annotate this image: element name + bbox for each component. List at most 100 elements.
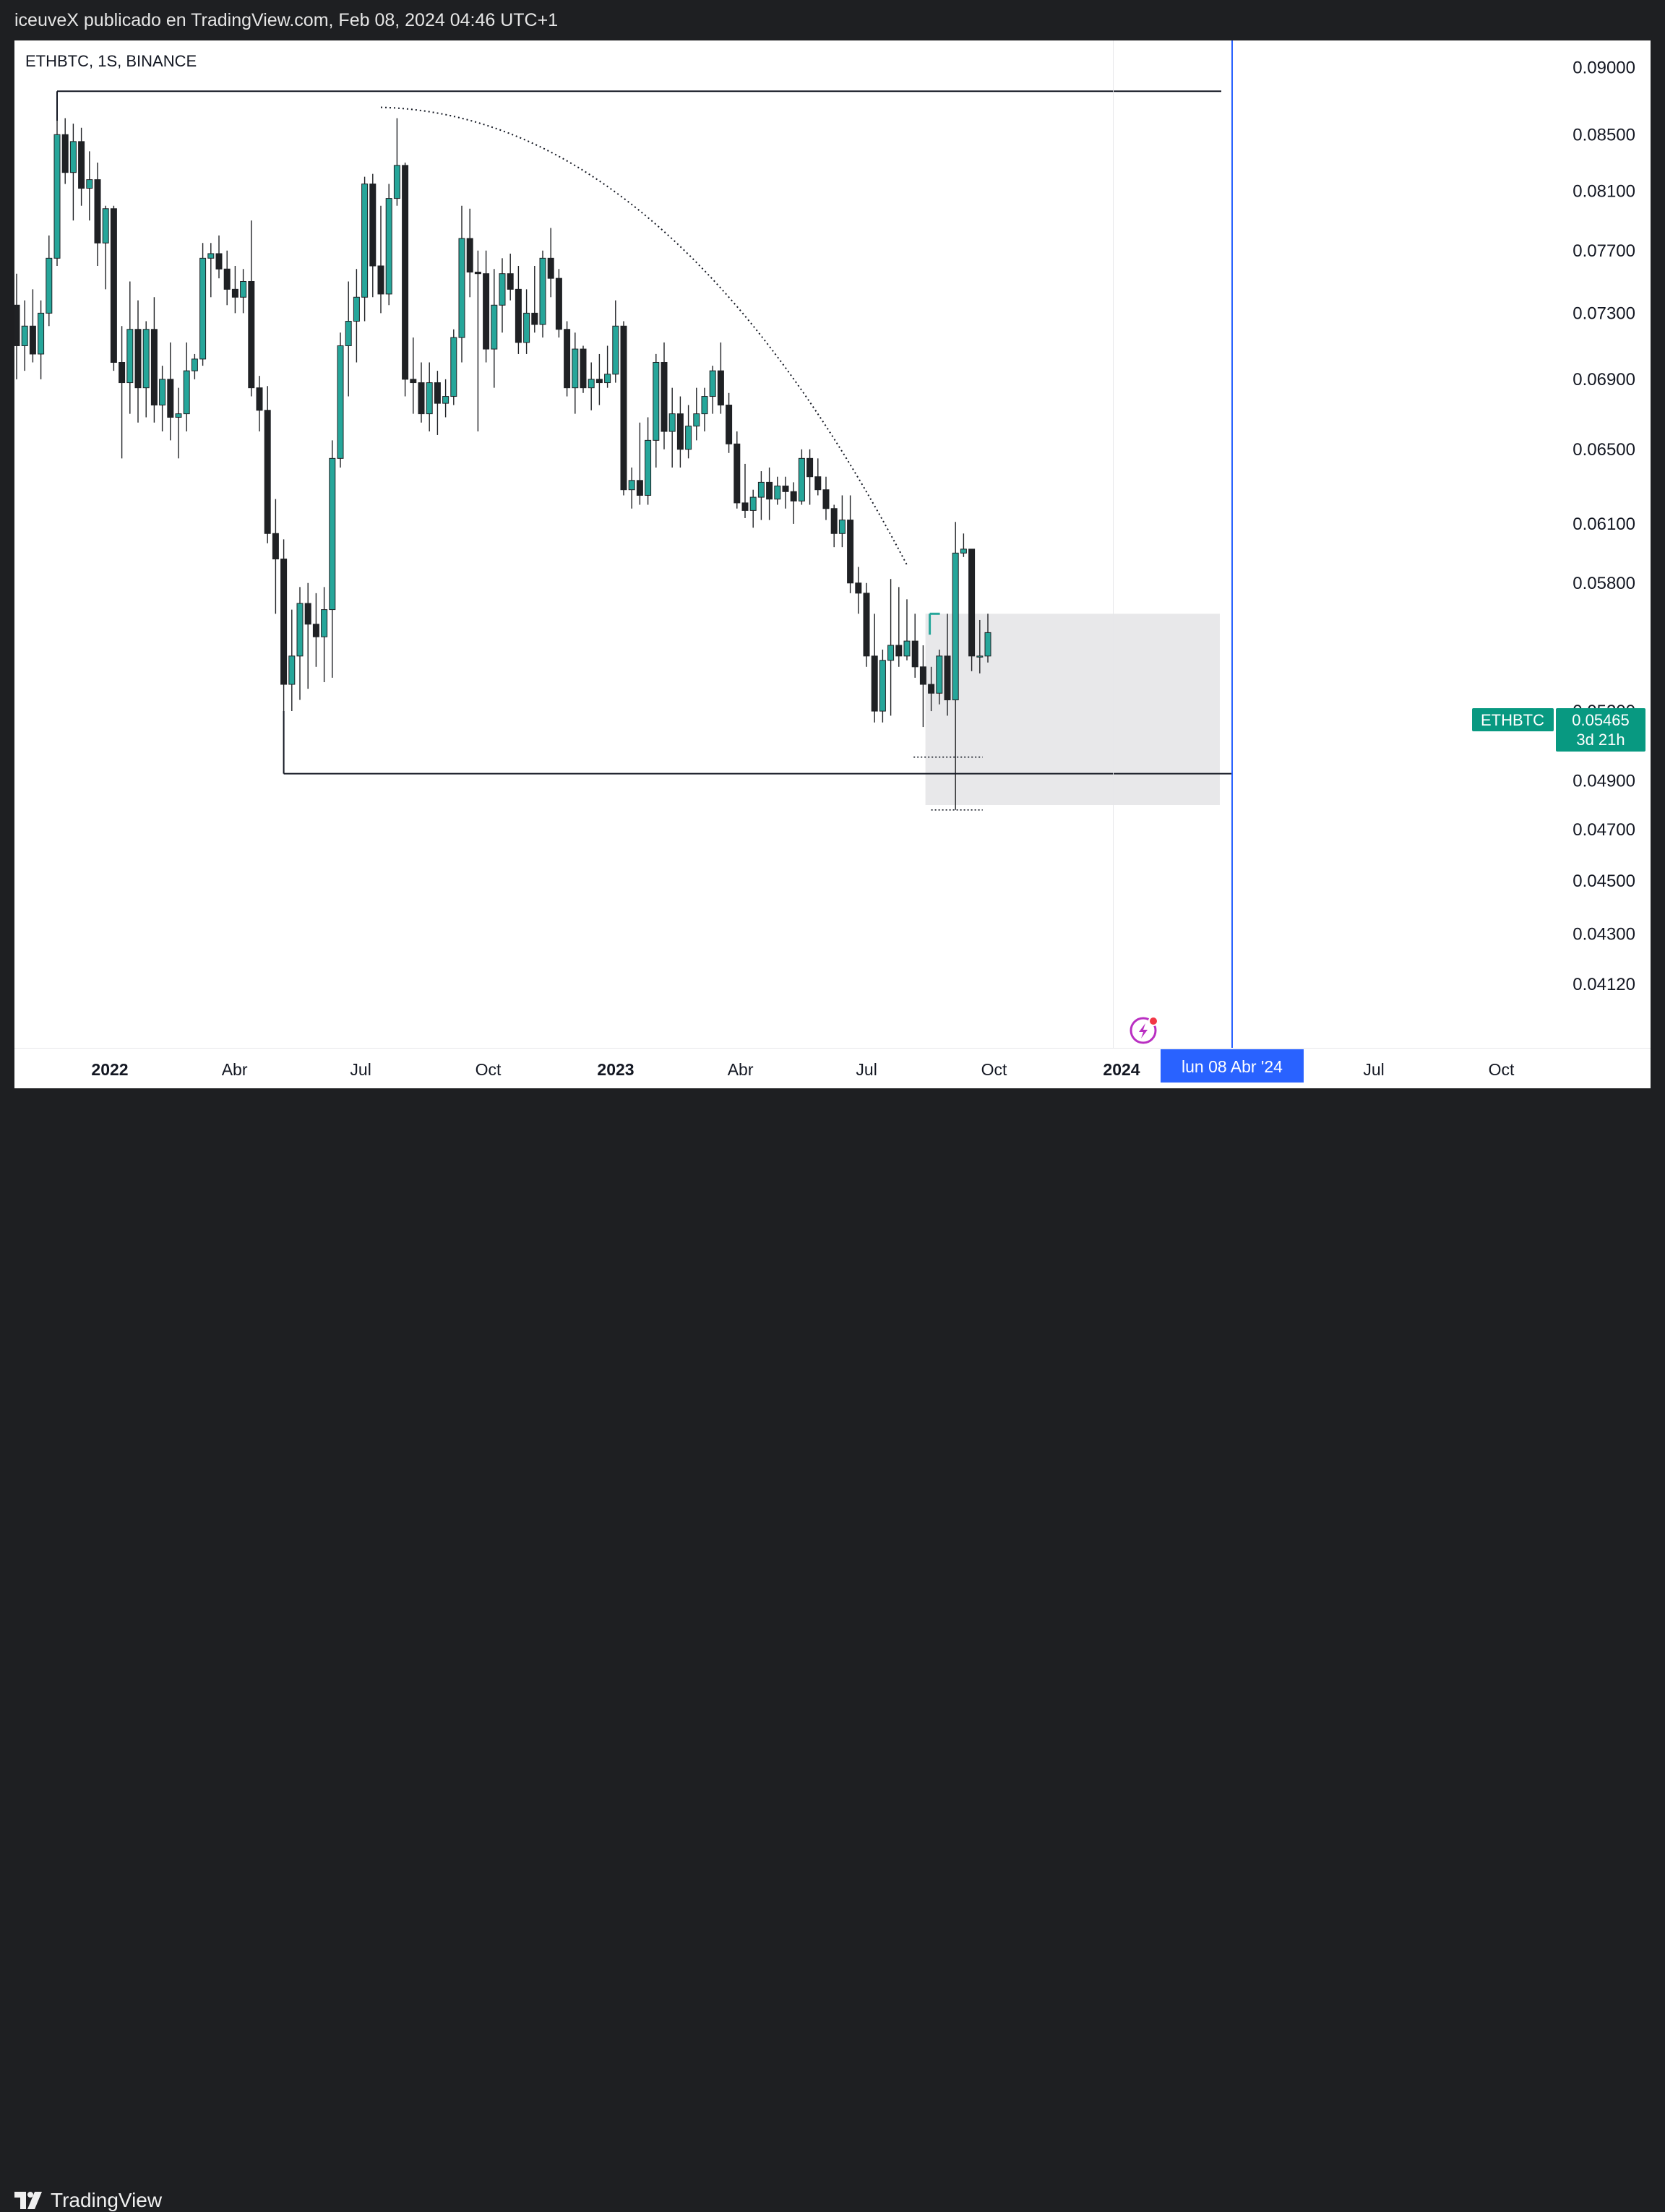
candle-body bbox=[547, 257, 554, 279]
candle bbox=[410, 337, 417, 414]
candle bbox=[515, 265, 522, 354]
candle bbox=[685, 405, 692, 459]
candle bbox=[717, 342, 724, 414]
x-tick-label: Jul bbox=[350, 1060, 371, 1079]
candle-body bbox=[863, 593, 870, 657]
x-axis[interactable]: 2022 Abr Jul Oct 2023 Abr Jul Oct 2024 Jul Oct bbox=[14, 1048, 1651, 1080]
candle bbox=[442, 379, 449, 418]
x-tick-label: 2022 bbox=[91, 1060, 128, 1079]
candle bbox=[604, 345, 611, 388]
candle bbox=[38, 300, 45, 379]
candle bbox=[337, 332, 344, 468]
candle bbox=[928, 666, 935, 712]
candle-body bbox=[483, 273, 490, 350]
candle-body bbox=[782, 486, 789, 492]
candle bbox=[474, 250, 481, 432]
candle bbox=[94, 162, 101, 266]
candle-body bbox=[709, 370, 716, 397]
candle bbox=[29, 289, 36, 363]
candle-body bbox=[183, 370, 190, 415]
chart-title: ETHBTC, 1S, BINANCE bbox=[25, 52, 197, 70]
candle-body bbox=[110, 208, 117, 363]
chart-panel[interactable]: 0.100000.095000.090000.085000.081000.077… bbox=[13, 0, 1651, 1088]
candle bbox=[595, 353, 603, 405]
x-tick-label: Oct bbox=[981, 1060, 1007, 1079]
candle-body bbox=[976, 655, 984, 658]
x-tick-label: Jul bbox=[1363, 1060, 1384, 1079]
candle-body bbox=[847, 520, 854, 584]
candle-body bbox=[499, 273, 506, 306]
candle bbox=[231, 265, 238, 314]
candle-body bbox=[248, 280, 255, 389]
y-tick-label: 0.04300 bbox=[1572, 925, 1635, 944]
crosshair-date-label: lun 08 Abr '24 bbox=[1161, 1049, 1304, 1083]
candle-body bbox=[199, 257, 207, 360]
candle bbox=[952, 522, 959, 810]
x-tick-label: 2024 bbox=[1103, 1060, 1140, 1079]
candle-body bbox=[280, 559, 288, 685]
tradingview-logo[interactable]: TradingView bbox=[14, 2189, 162, 2212]
candle bbox=[572, 332, 579, 414]
candle-body bbox=[426, 382, 433, 415]
y-tick-label: 0.04500 bbox=[1572, 872, 1635, 891]
candle bbox=[491, 269, 498, 388]
candle-body bbox=[418, 382, 425, 415]
flash-icon[interactable] bbox=[1130, 1016, 1158, 1044]
candle bbox=[628, 467, 635, 509]
candle bbox=[919, 645, 926, 728]
candle bbox=[798, 449, 805, 505]
candle bbox=[887, 579, 895, 716]
candle bbox=[248, 220, 255, 397]
candle bbox=[53, 121, 61, 266]
candle-body bbox=[612, 325, 619, 375]
candle bbox=[806, 449, 814, 505]
candle-body bbox=[61, 134, 69, 173]
symbol-label-bg bbox=[1472, 708, 1554, 731]
candle-body bbox=[523, 312, 530, 343]
last-price: 0.05465 bbox=[1572, 711, 1630, 729]
x-tick-label: 2023 bbox=[597, 1060, 634, 1079]
candle-body bbox=[749, 496, 757, 511]
x-tick-label: Jul bbox=[856, 1060, 877, 1079]
candle-body bbox=[345, 321, 352, 346]
candle-body bbox=[588, 379, 595, 389]
candle bbox=[466, 208, 473, 298]
x-tick-label: Oct bbox=[476, 1060, 502, 1079]
y-tick-label: 0.09000 bbox=[1572, 59, 1635, 78]
candle bbox=[345, 281, 352, 397]
candle bbox=[175, 387, 182, 459]
candle-body bbox=[240, 280, 247, 298]
candle bbox=[653, 353, 660, 468]
candle-body bbox=[595, 379, 603, 384]
candle-body bbox=[685, 426, 692, 450]
candle-body bbox=[539, 257, 546, 325]
candle-body bbox=[653, 361, 660, 441]
candle bbox=[102, 205, 109, 290]
candle-body bbox=[936, 655, 943, 694]
candle bbox=[183, 342, 190, 432]
candle-body bbox=[919, 666, 926, 685]
price-chart[interactable]: 0.100000.095000.090000.085000.081000.077… bbox=[13, 0, 1651, 1088]
candle bbox=[855, 567, 862, 614]
y-tick-label: 0.06100 bbox=[1572, 515, 1635, 534]
candle bbox=[709, 366, 716, 414]
symbol-label: ETHBTC bbox=[1481, 711, 1544, 729]
candle-body bbox=[491, 304, 498, 350]
candle bbox=[645, 417, 652, 505]
candle-body bbox=[150, 329, 158, 406]
last-price-bg bbox=[1556, 708, 1645, 752]
candle-body bbox=[928, 684, 935, 694]
tradingview-logo-icon bbox=[14, 2192, 42, 2209]
candle-body bbox=[645, 439, 652, 496]
candle bbox=[749, 489, 757, 528]
candle-body bbox=[231, 288, 238, 298]
candle-body bbox=[572, 348, 579, 389]
candle bbox=[814, 458, 822, 496]
candle-body bbox=[895, 645, 903, 657]
candle bbox=[110, 205, 117, 371]
candle bbox=[774, 476, 781, 505]
candle bbox=[142, 321, 150, 418]
candle-body bbox=[515, 288, 522, 343]
candle bbox=[555, 269, 562, 338]
candle-body bbox=[13, 304, 20, 346]
